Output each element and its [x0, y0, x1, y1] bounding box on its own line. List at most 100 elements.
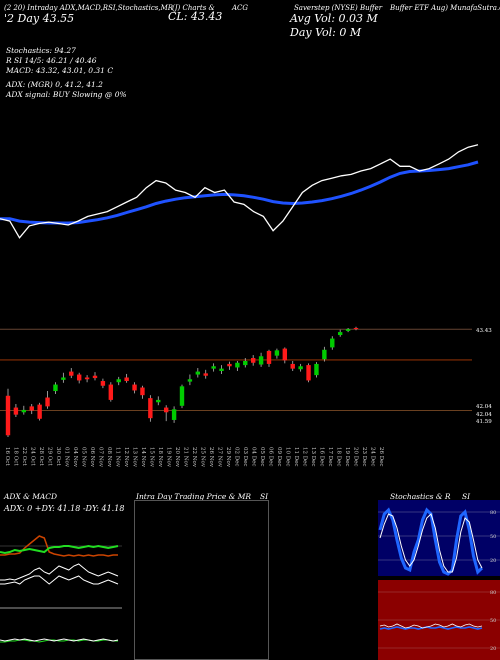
candle-body	[84, 377, 90, 380]
candle-body	[13, 407, 19, 415]
adx-values: ADX: 0 +DY: 41.18 -DY: 41.18	[4, 504, 125, 513]
date-axis-label: 10 Dec	[285, 447, 291, 467]
candle-body	[108, 384, 114, 400]
candle-body	[163, 407, 169, 413]
moving-average-line	[0, 160, 479, 225]
date-axis-label: 12 Dec	[302, 447, 308, 467]
stochastics-level-label: 50	[490, 534, 496, 540]
candle-body	[21, 409, 27, 413]
candle-body	[353, 327, 359, 330]
stochastics-rsi-panel: 80 50 20 80 50 20	[378, 500, 500, 660]
date-axis-label: 17 Dec	[327, 447, 333, 467]
date-axis-label: 05 Dec	[259, 447, 265, 467]
close-price: CL: 43.43	[168, 10, 223, 23]
date-axis-label: 03 Dec	[242, 447, 248, 467]
candle-body	[69, 371, 74, 376]
candle-body	[116, 379, 121, 383]
date-axis-label: 24 Oct	[30, 447, 36, 466]
rsi-line	[379, 626, 483, 630]
date-axis-label: 28 Oct	[38, 447, 44, 466]
adx-panel-title: ADX & MACD	[4, 492, 58, 501]
rsi-level-label: 80	[490, 590, 496, 596]
candle-body	[156, 399, 161, 403]
avg-volume: Avg Vol: 0.03 M	[290, 12, 378, 25]
date-axis-label: 30 Oct	[55, 447, 61, 466]
macd-readout: MACD: 43.32, 43.01, 0.31 C	[6, 66, 114, 75]
price-axis-label: 43.43	[476, 328, 492, 334]
candle-body	[211, 366, 216, 369]
candle-body	[258, 356, 264, 365]
price-axis-label: 42.04	[476, 412, 492, 418]
date-axis-label: 05 Nov	[81, 447, 87, 468]
date-axis-label: 02 Dec	[234, 447, 240, 467]
date-axis-label: 22 Nov	[191, 447, 197, 468]
date-axis-label: 26 Dec	[378, 447, 384, 467]
candle-body	[76, 374, 82, 381]
candle-body	[227, 363, 232, 367]
date-axis-label: 15 Nov	[149, 447, 155, 468]
candle-body	[203, 373, 208, 376]
candle-body	[187, 379, 193, 382]
adx-line	[0, 575, 119, 585]
candle-body	[100, 381, 106, 386]
header-segment: (J) Charts &	[172, 4, 215, 12]
candle-body	[298, 366, 303, 370]
date-axis-label: 06 Nov	[89, 447, 95, 468]
stochastics-level-label: 20	[490, 558, 496, 564]
candle-body	[290, 363, 295, 369]
macd-line	[0, 638, 119, 642]
adx-readout: ADX: (MGR) 0, 41.2, 41.2	[6, 80, 103, 89]
header-segment: Buffer ETF Aug) MunafaSutra.com	[390, 4, 500, 12]
date-axis-label: 24 Dec	[370, 447, 376, 467]
stoch-panel-si: SI	[462, 492, 471, 501]
rsi-level-label: 50	[490, 618, 496, 624]
candle-body	[282, 348, 288, 361]
date-axis-label: 25 Nov	[200, 447, 206, 468]
date-axis-label: 11 Nov	[115, 447, 121, 468]
date-axis-label: 26 Nov	[208, 447, 214, 468]
date-axis-label: 14 Nov	[140, 447, 146, 468]
stochastics-readout: Stochastics: 94.27	[6, 46, 76, 55]
date-axis-label: 18 Nov	[157, 447, 163, 468]
candle-body	[219, 368, 224, 371]
date-axis-label: 08 Nov	[106, 447, 112, 468]
date-axis-label: 20 Dec	[353, 447, 359, 467]
header-segment: SI,Stochastics,MR	[108, 4, 174, 12]
candle-body	[243, 360, 248, 366]
date-axis-label: 09 Dec	[276, 447, 282, 467]
adx-signal-readout: ADX signal: BUY Slowing @ 0%	[6, 90, 127, 99]
panel-background	[0, 500, 122, 660]
price-line	[0, 144, 479, 239]
candle-body	[53, 384, 58, 392]
candle-body	[250, 358, 256, 363]
rsi-signal-line	[379, 623, 483, 629]
candle-body	[266, 350, 272, 364]
date-axis-label: 06 Dec	[268, 447, 274, 467]
date-axis-label: 12 Nov	[123, 447, 129, 468]
candle-body	[45, 397, 50, 407]
candle-body	[322, 349, 327, 360]
date-axis-label: 29 Oct	[47, 447, 53, 466]
intraday-panel-si: SI	[260, 492, 269, 501]
candle-body	[37, 404, 42, 419]
date-axis-label: 13 Nov	[132, 447, 138, 468]
candle-body	[345, 329, 351, 331]
date-axis-label: 18 Dec	[336, 447, 342, 467]
date-axis-label: 01 Nov	[64, 447, 70, 468]
candle-body	[171, 409, 177, 420]
date-axis-label: 11 Dec	[293, 447, 299, 467]
minus-di-line	[0, 535, 118, 557]
header-segment: ACG	[232, 4, 249, 12]
date-axis-label: 20 Nov	[174, 447, 180, 468]
header-segment: (2 20) Intraday ADX,MACD,R	[4, 4, 109, 12]
date-axis-label: 19 Dec	[344, 447, 350, 467]
stochastic-d-line	[379, 513, 483, 573]
rsi-readout: R SI 14/5: 46.21 / 40.46	[6, 56, 97, 65]
candle-body	[195, 371, 201, 375]
intraday-panel	[134, 500, 269, 660]
candle-body	[148, 398, 153, 419]
candle-body	[61, 377, 66, 380]
candle-body	[235, 362, 240, 368]
candle-body	[337, 332, 343, 336]
candle-body	[314, 363, 319, 376]
